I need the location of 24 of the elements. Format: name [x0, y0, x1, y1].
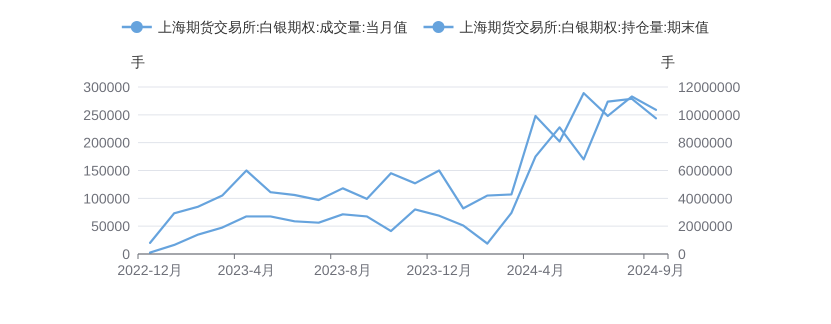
y2-axis-title: 手	[661, 54, 675, 70]
y2-tick-label: 12000000	[678, 79, 741, 95]
y-axis-title: 手	[131, 54, 145, 70]
x-tick-label: 2022-12月	[117, 262, 183, 278]
y-tick-label: 50000	[91, 218, 130, 234]
y-tick-label: 100000	[83, 190, 130, 206]
y2-tick-label: 4000000	[678, 190, 733, 206]
y-tick-label: 250000	[83, 106, 130, 123]
y-tick-label: 0	[122, 246, 130, 262]
x-tick-label: 2024-9月	[627, 262, 685, 278]
y2-tick-label: 0	[678, 246, 686, 262]
x-tick-label: 2023-12月	[406, 262, 472, 278]
y-tick-label: 200000	[83, 134, 130, 151]
x-tick-label: 2024-4月	[506, 262, 564, 278]
y2-tick-label: 10000000	[678, 106, 741, 123]
x-tick-label: 2023-4月	[218, 262, 276, 278]
legend-label: 上海期货交易所:白银期权:成交量:当月值	[158, 19, 408, 35]
x-tick-label: 2023-8月	[314, 262, 372, 278]
legend-label: 上海期货交易所:白银期权:持仓量:期末值	[460, 19, 710, 35]
y-tick-label: 300000	[83, 79, 130, 95]
y2-tick-label: 2000000	[678, 218, 733, 234]
y2-tick-label: 6000000	[678, 162, 733, 178]
y2-tick-label: 8000000	[678, 134, 733, 151]
y-tick-label: 150000	[83, 162, 130, 178]
